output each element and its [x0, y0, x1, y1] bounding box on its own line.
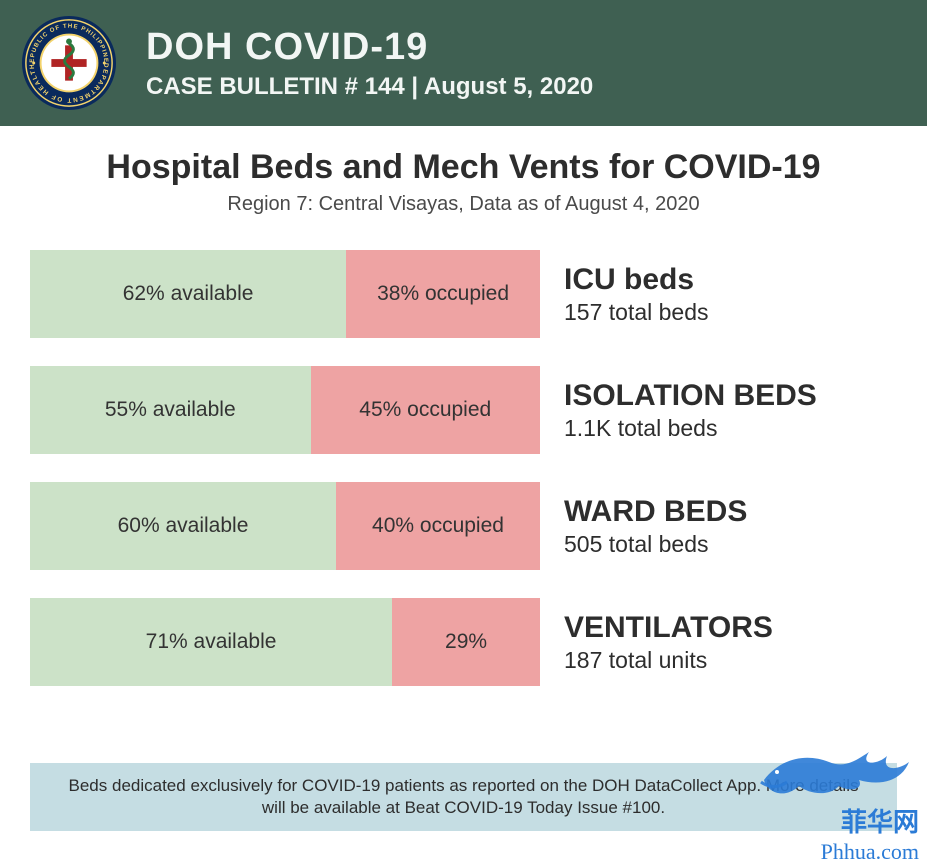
row-label: VENTILATORS187 total units: [564, 611, 773, 674]
bar-row: 55% available45% occupied ISOLATION BEDS1…: [30, 366, 897, 454]
row-sub: 1.1K total beds: [564, 415, 817, 442]
bar-segment-available: 71% available: [30, 598, 392, 686]
row-label: WARD BEDS505 total beds: [564, 495, 747, 558]
bar-segment-available: 60% available: [30, 482, 336, 570]
header-subtitle: CASE BULLETIN # 144 | August 5, 2020: [146, 73, 593, 101]
main-content: Hospital Beds and Mech Vents for COVID-1…: [0, 126, 927, 686]
chart-title: Hospital Beds and Mech Vents for COVID-1…: [30, 148, 897, 187]
chart-subtitle: Region 7: Central Visayas, Data as of Au…: [30, 193, 897, 216]
watermark-url: Phhua.com: [759, 839, 919, 865]
dragon-icon: [759, 742, 919, 802]
row-sub: 505 total beds: [564, 531, 747, 558]
bar-row: 71% available29% VENTILATORS187 total uni…: [30, 598, 897, 686]
row-title: VENTILATORS: [564, 611, 773, 645]
stacked-bar: 55% available45% occupied: [30, 366, 540, 454]
bar-segment-occupied: 38% occupied: [346, 250, 540, 338]
row-label: ICU beds157 total beds: [564, 263, 709, 326]
bar-segment-occupied: 29%: [392, 598, 540, 686]
header-title: DOH COVID-19: [146, 26, 593, 69]
stacked-bar: 71% available29%: [30, 598, 540, 686]
row-title: ICU beds: [564, 263, 709, 297]
bar-segment-available: 62% available: [30, 250, 346, 338]
bar-rows: 62% available38% occupied ICU beds157 tot…: [30, 250, 897, 686]
stacked-bar: 60% available40% occupied: [30, 482, 540, 570]
watermark-cn: 菲华网: [759, 802, 919, 839]
bar-segment-occupied: 40% occupied: [336, 482, 540, 570]
doh-seal-icon: REPUBLIC OF THE PHILIPPINES DEPARTMENT O…: [20, 14, 118, 112]
row-sub: 187 total units: [564, 647, 773, 674]
row-title: WARD BEDS: [564, 495, 747, 529]
row-title: ISOLATION BEDS: [564, 379, 817, 413]
row-sub: 157 total beds: [564, 299, 709, 326]
bar-segment-occupied: 45% occupied: [311, 366, 541, 454]
stacked-bar: 62% available38% occupied: [30, 250, 540, 338]
bar-row: 60% available40% occupied WARD BEDS505 to…: [30, 482, 897, 570]
header-banner: REPUBLIC OF THE PHILIPPINES DEPARTMENT O…: [0, 0, 927, 126]
bar-row: 62% available38% occupied ICU beds157 tot…: [30, 250, 897, 338]
watermark: 菲华网 Phhua.com: [759, 742, 919, 865]
row-label: ISOLATION BEDS1.1K total beds: [564, 379, 817, 442]
bar-segment-available: 55% available: [30, 366, 311, 454]
